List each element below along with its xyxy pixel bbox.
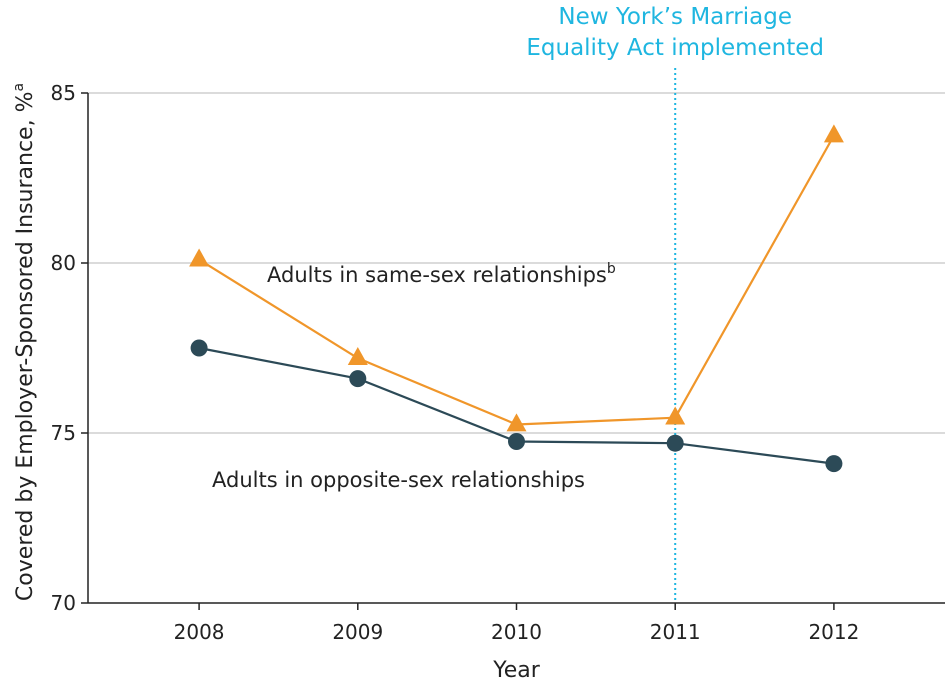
- y-axis-title: Covered by Employer-Sponsored Insurance,…: [11, 83, 38, 601]
- annotation-text-line2: Equality Act implemented: [526, 35, 824, 61]
- y-axis-title-text: Covered by Employer-Sponsored Insurance,…: [13, 92, 38, 602]
- point-same-sex-2008: [189, 248, 210, 267]
- point-opposite-sex-2012: [825, 455, 843, 473]
- series-label-opposite-sex-text: Adults in opposite-sex relationships: [212, 468, 585, 492]
- point-same-sex-2012: [823, 124, 844, 143]
- y-axis-ticks: 70 75 80 85: [51, 81, 88, 615]
- point-same-sex-2009: [347, 347, 368, 366]
- series-layer: [189, 124, 844, 473]
- point-same-sex-2010: [506, 413, 527, 432]
- y-tick-label-80: 80: [51, 251, 76, 275]
- series-label-opposite-sex: Adults in opposite-sex relationships: [212, 468, 585, 492]
- y-tick-label-70: 70: [51, 591, 76, 615]
- y-axis-title-superscript: a: [11, 83, 27, 92]
- point-opposite-sex-2011: [666, 434, 684, 452]
- axes: [87, 93, 945, 604]
- x-tick-label-2010: 2010: [491, 620, 542, 644]
- y-tick-label-85: 85: [51, 81, 76, 105]
- point-opposite-sex-2009: [349, 370, 367, 388]
- x-tick-label-2012: 2012: [808, 620, 859, 644]
- x-tick-label-2011: 2011: [650, 620, 701, 644]
- annotation-text-line1: New York’s Marriage: [558, 4, 792, 30]
- series-label-same-sex-text: Adults in same-sex relationships: [267, 263, 607, 287]
- x-axis-title: Year: [492, 658, 541, 683]
- x-axis-ticks: 2008 2009 2010 2011 2012: [174, 603, 859, 644]
- series-label-same-sex-superscript: b: [607, 261, 616, 277]
- x-tick-label-2009: 2009: [332, 620, 383, 644]
- x-tick-label-2008: 2008: [174, 620, 225, 644]
- point-opposite-sex-2010: [508, 433, 525, 450]
- point-opposite-sex-2008: [190, 339, 208, 357]
- annotation: New York’s Marriage Equality Act impleme…: [526, 4, 824, 603]
- y-tick-label-75: 75: [51, 421, 76, 445]
- series-label-same-sex: Adults in same-sex relationshipsb: [267, 261, 616, 287]
- point-same-sex-2011: [665, 406, 686, 425]
